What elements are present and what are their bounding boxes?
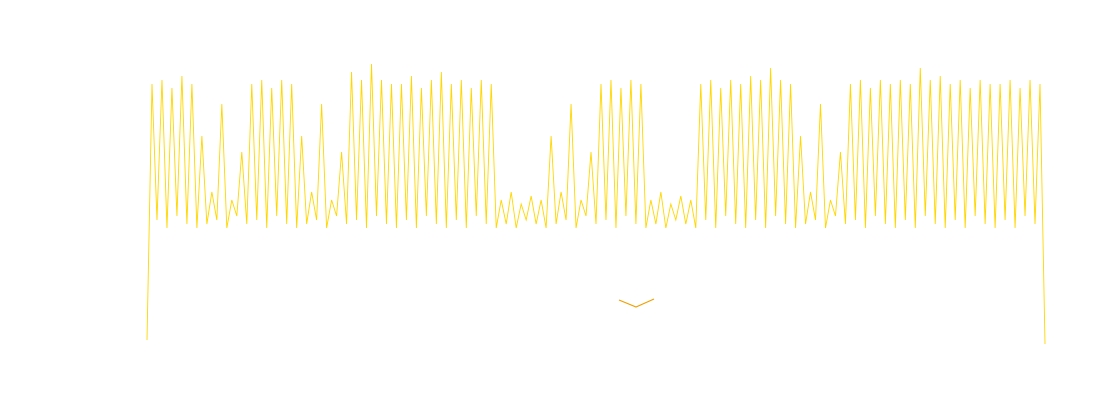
signal-line [146,63,1046,345]
collapse-chevron[interactable] [618,298,655,308]
